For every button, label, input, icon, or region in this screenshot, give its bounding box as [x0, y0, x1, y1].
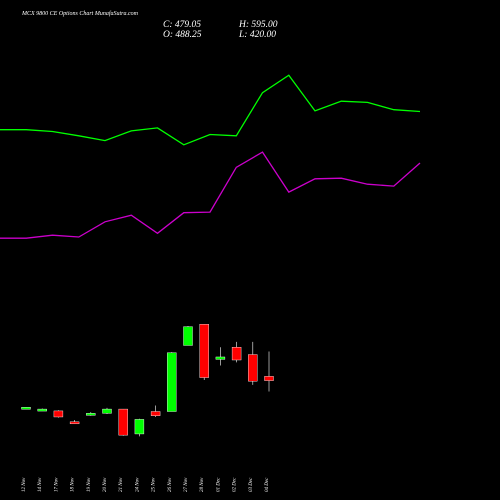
candle-17-nov: [53, 410, 64, 418]
x-tick-label: 28 Nov: [200, 477, 205, 492]
x-tick-label: 02 Dec: [233, 477, 238, 492]
candle-body: [150, 411, 161, 416]
upper-band-line: [0, 74, 421, 146]
candle-27-nov: [183, 326, 193, 346]
candle-18-nov: [69, 420, 80, 425]
candle-24-nov: [134, 418, 145, 437]
candle-body: [264, 376, 274, 381]
x-tick-label: 01 Dec: [216, 477, 221, 492]
candle-26-nov: [167, 352, 177, 412]
candle-body: [102, 408, 112, 414]
candle-body: [199, 324, 209, 378]
candle-body: [69, 421, 80, 425]
candle-20-nov: [102, 407, 112, 414]
x-tick-label: 25 Nov: [152, 477, 157, 492]
candle-body: [53, 410, 64, 418]
x-tick-label: 03 Dec: [249, 477, 254, 492]
x-tick-label: 21 Nov: [119, 477, 124, 492]
candle-body: [167, 352, 177, 412]
candle-body: [21, 407, 31, 410]
candle-25-nov: [150, 405, 161, 417]
candle-body: [134, 419, 145, 435]
open-label: O: 488.25: [163, 30, 202, 40]
chart-title: MCX 9800 CE Options Chart MunafaSutra.co…: [22, 11, 139, 17]
candle-02-dec: [231, 341, 242, 363]
candle-28-nov: [199, 324, 209, 380]
candle-body: [215, 356, 226, 360]
high-label: H: 595.00: [239, 20, 278, 30]
close-label: C: 479.05: [163, 20, 201, 30]
candle-body: [231, 347, 242, 361]
x-tick-label: 20 Nov: [103, 477, 108, 492]
x-tick-label: 18 Nov: [71, 477, 76, 492]
x-tick-label: 12 Nov: [22, 477, 27, 492]
candle-body: [37, 408, 47, 412]
candle-04-dec: [264, 351, 274, 392]
x-tick-label: 04 Dec: [265, 477, 270, 492]
candle-body: [248, 354, 258, 382]
x-tick-label: 19 Nov: [87, 477, 92, 492]
x-tick-label: 17 Nov: [54, 477, 59, 492]
x-tick-label: 24 Nov: [135, 477, 140, 492]
candle-body: [118, 408, 128, 436]
x-tick-label: 27 Nov: [184, 477, 189, 492]
candle-21-nov: [118, 408, 128, 436]
candle-19-nov: [86, 412, 96, 416]
candle-14-nov: [37, 408, 47, 412]
candle-body: [86, 413, 96, 416]
lower-band-line: [0, 151, 421, 239]
candle-12-nov: [21, 407, 31, 410]
x-tick-label: 26 Nov: [168, 477, 173, 492]
candle-03-dec: [248, 341, 258, 385]
low-label: L: 420.00: [239, 30, 276, 40]
candle-body: [183, 326, 193, 346]
x-tick-label: 14 Nov: [38, 477, 43, 492]
candle-01-dec: [215, 347, 226, 366]
